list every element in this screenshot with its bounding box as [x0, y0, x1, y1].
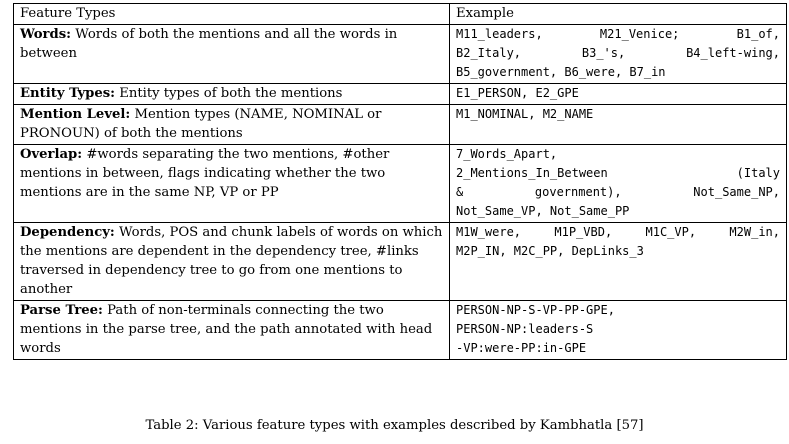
feature-description: Words, POS and chunk labels of words on …	[20, 225, 443, 297]
feature-description: Words of both the mentions and all the w…	[20, 27, 398, 61]
feature-cell: Mention Level: Mention types (NAME, NOMI…	[13, 104, 450, 145]
example-line: PERSON-NP:leaders-S	[456, 322, 594, 336]
feature-name: Parse Tree:	[20, 303, 103, 318]
example-cell: M11_leaders, M21_Venice; B1_of, B2_Italy…	[449, 24, 787, 84]
feature-description: #words separating the two mentions, #oth…	[20, 147, 390, 200]
feature-description: Mention types (NAME, NOMINAL or PRONOUN)…	[20, 107, 382, 141]
example-line: 7_Words_Apart,	[456, 147, 558, 161]
feature-name: Entity Types:	[20, 86, 116, 101]
feature-description: Path of non-terminals connecting the two…	[20, 303, 433, 356]
feature-cell: Parse Tree: Path of non-terminals connec…	[13, 300, 450, 360]
feature-cell: Dependency: Words, POS and chunk labels …	[13, 222, 450, 301]
feature-description: Entity types of both the mentions	[119, 86, 343, 101]
table-row: Mention Level: Mention types (NAME, NOMI…	[13, 104, 787, 145]
example-line: M1_NOMINAL, M2_NAME	[456, 107, 594, 121]
feature-cell: Entity Types: Entity types of both the m…	[13, 83, 450, 105]
feature-name: Dependency:	[20, 225, 115, 240]
feature-name: Overlap:	[20, 147, 83, 162]
feature-cell: Overlap: #words separating the two menti…	[13, 144, 450, 223]
example-line: B2_Italy, B3_'s, B4_left-wing,	[456, 46, 780, 60]
header-example: Example	[449, 3, 787, 25]
feature-types-table: Feature Types Example Words: Words of bo…	[13, 3, 787, 360]
example-line: E1_PERSON, E2_GPE	[456, 86, 579, 100]
example-cell: E1_PERSON, E2_GPE	[449, 83, 787, 105]
table-row: Words: Words of both the mentions and al…	[13, 24, 787, 84]
table-caption: Table 2: Various feature types with exam…	[145, 418, 644, 433]
example-line: PERSON-NP-S-VP-PP-GPE,	[456, 303, 615, 317]
example-line: M2P_IN, M2C_PP, DepLinks_3	[456, 244, 644, 258]
example-cell: 7_Words_Apart, 2_Mentions_In_Between (It…	[449, 144, 787, 223]
table-row: Dependency: Words, POS and chunk labels …	[13, 222, 787, 301]
example-line: & government), Not_Same_NP,	[456, 185, 780, 199]
table-row: Entity Types: Entity types of both the m…	[13, 83, 787, 105]
table-row: Parse Tree: Path of non-terminals connec…	[13, 300, 787, 360]
table-row: Overlap: #words separating the two menti…	[13, 144, 787, 223]
example-line: B5_government, B6_were, B7_in	[456, 65, 666, 79]
feature-cell: Words: Words of both the mentions and al…	[13, 24, 450, 84]
feature-name: Words:	[20, 27, 71, 42]
example-cell: M1_NOMINAL, M2_NAME	[449, 104, 787, 145]
example-line: -VP:were-PP:in-GPE	[456, 341, 587, 355]
example-line: M1W_were, M1P_VBD, M1C_VP, M2W_in,	[456, 225, 780, 239]
table-header-row: Feature Types Example	[13, 3, 787, 25]
example-line: M11_leaders, M21_Venice; B1_of,	[456, 27, 780, 41]
feature-name: Mention Level:	[20, 107, 131, 122]
example-cell: M1W_were, M1P_VBD, M1C_VP, M2W_in, M2P_I…	[449, 222, 787, 301]
header-feature-types: Feature Types	[13, 3, 450, 25]
example-line: 2_Mentions_In_Between (Italy	[456, 166, 780, 180]
example-line: Not_Same_VP, Not_Same_PP	[456, 204, 630, 218]
example-cell: PERSON-NP-S-VP-PP-GPE, PERSON-NP:leaders…	[449, 300, 787, 360]
